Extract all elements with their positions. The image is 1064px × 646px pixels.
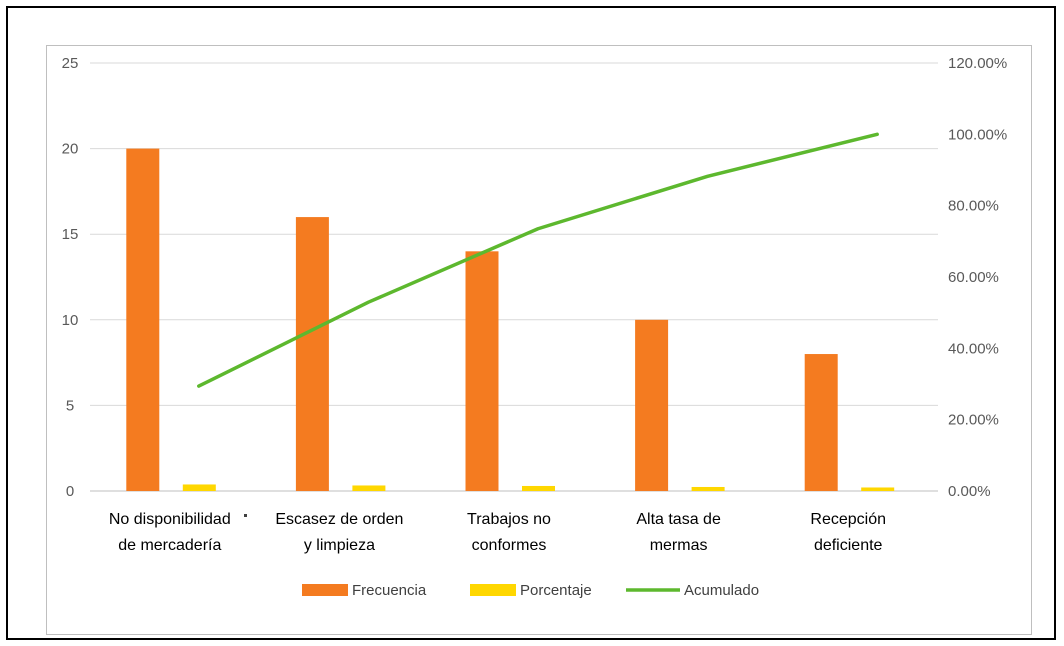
legend-label-porcentaje: Porcentaje bbox=[520, 582, 592, 599]
frecuencia-bar bbox=[804, 354, 838, 491]
category-label: y limpieza bbox=[304, 537, 375, 554]
frecuencia-bar bbox=[465, 251, 499, 491]
bar-series bbox=[126, 148, 895, 491]
legend-label-frecuencia: Frecuencia bbox=[352, 582, 427, 599]
right-tick-label: 20.00% bbox=[948, 412, 999, 429]
right-tick-label: 100.00% bbox=[948, 126, 1007, 143]
frecuencia-bar bbox=[295, 217, 329, 491]
category-label: Recepción bbox=[810, 511, 886, 528]
right-tick-label: 60.00% bbox=[948, 269, 999, 286]
category-labels: No disponibilidad de mercadería Escasez de… bbox=[109, 511, 886, 554]
chart-area bbox=[46, 45, 1032, 635]
porcentaje-bar bbox=[352, 485, 386, 491]
acumulado-line bbox=[197, 132, 879, 388]
left-tick-label: 25 bbox=[62, 55, 79, 72]
legend: Frecuencia Porcentaje Acumulado bbox=[302, 582, 759, 599]
frecuencia-bar bbox=[635, 319, 669, 491]
left-tick-label: 15 bbox=[62, 226, 79, 243]
left-tick-label: 5 bbox=[66, 397, 74, 414]
right-tick-label: 40.00% bbox=[948, 340, 999, 357]
line-series bbox=[197, 132, 879, 388]
separator-dot bbox=[244, 514, 247, 517]
frecuencia-bar bbox=[126, 148, 160, 491]
porcentaje-bar bbox=[182, 484, 216, 491]
porcentaje-bar bbox=[522, 485, 555, 491]
porcentaje-bar bbox=[691, 486, 725, 491]
category-label: Escasez de orden bbox=[275, 511, 403, 528]
category-label: conformes bbox=[472, 537, 547, 554]
right-axis-ticks: 0.00% 20.00% 40.00% 60.00% 80.00% 100.00% 120.… bbox=[948, 55, 1007, 500]
legend-swatch-frecuencia bbox=[302, 584, 348, 596]
left-tick-label: 10 bbox=[62, 312, 79, 329]
category-label: de mercadería bbox=[118, 537, 221, 554]
legend-swatch-porcentaje bbox=[470, 584, 516, 596]
left-tick-label: 20 bbox=[62, 141, 79, 158]
category-label: No disponibilidad bbox=[109, 511, 231, 528]
category-label: mermas bbox=[650, 537, 708, 554]
category-label: Alta tasa de bbox=[636, 511, 721, 528]
porcentaje-bar bbox=[861, 487, 895, 491]
left-tick-label: 0 bbox=[66, 483, 74, 500]
right-tick-label: 120.00% bbox=[948, 55, 1007, 72]
chart-frame bbox=[6, 6, 1056, 640]
legend-label-acumulado: Acumulado bbox=[684, 582, 759, 599]
category-label: deficiente bbox=[814, 537, 883, 554]
left-axis-ticks: 0 5 10 15 20 25 bbox=[62, 55, 79, 500]
category-label: Trabajos no bbox=[467, 511, 551, 528]
right-tick-label: 80.00% bbox=[948, 198, 999, 215]
gridlines bbox=[90, 62, 938, 492]
right-tick-label: 0.00% bbox=[948, 483, 991, 500]
